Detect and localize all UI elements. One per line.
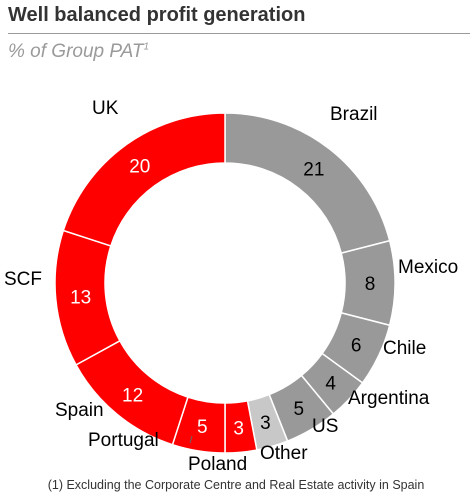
chart-title: Well balanced profit generation — [8, 4, 306, 26]
label-spain: Spain — [55, 400, 104, 421]
leader-poland — [189, 435, 193, 444]
subtitle-text: % of Group PAT — [8, 41, 144, 62]
leader-lines — [189, 435, 193, 444]
value-chile: 6 — [351, 336, 362, 357]
value-us: 5 — [294, 399, 305, 420]
label-chile: Chile — [383, 338, 426, 359]
footnote: (1) Excluding the Corporate Centre and R… — [47, 478, 425, 492]
label-portugal: Portugal — [88, 430, 159, 451]
label-poland: Poland — [188, 454, 247, 475]
label-mexico: Mexico — [398, 257, 458, 278]
slice-uk — [62, 112, 226, 247]
value-poland: 3 — [233, 418, 244, 439]
chart-subtitle: % of Group PAT1 — [8, 41, 149, 63]
label-argentina: Argentina — [348, 388, 430, 409]
footnote-marker: 1 — [143, 41, 150, 53]
value-brazil: 21 — [303, 159, 324, 180]
title-divider — [8, 33, 470, 34]
value-argentina: 4 — [325, 373, 336, 394]
slice-brazil — [224, 112, 391, 255]
value-other: 3 — [260, 413, 271, 434]
value-spain: 12 — [122, 386, 143, 407]
label-brazil: Brazil — [330, 104, 378, 125]
value-scf: 13 — [70, 288, 91, 309]
donut-slices — [54, 112, 396, 454]
label-scf: SCF — [4, 269, 42, 290]
label-other: Other — [260, 443, 308, 464]
value-mexico: 8 — [365, 274, 376, 295]
value-portugal: 5 — [197, 417, 208, 438]
label-us: US — [312, 416, 338, 437]
value-uk: 20 — [129, 157, 150, 178]
label-uk: UK — [92, 98, 119, 119]
